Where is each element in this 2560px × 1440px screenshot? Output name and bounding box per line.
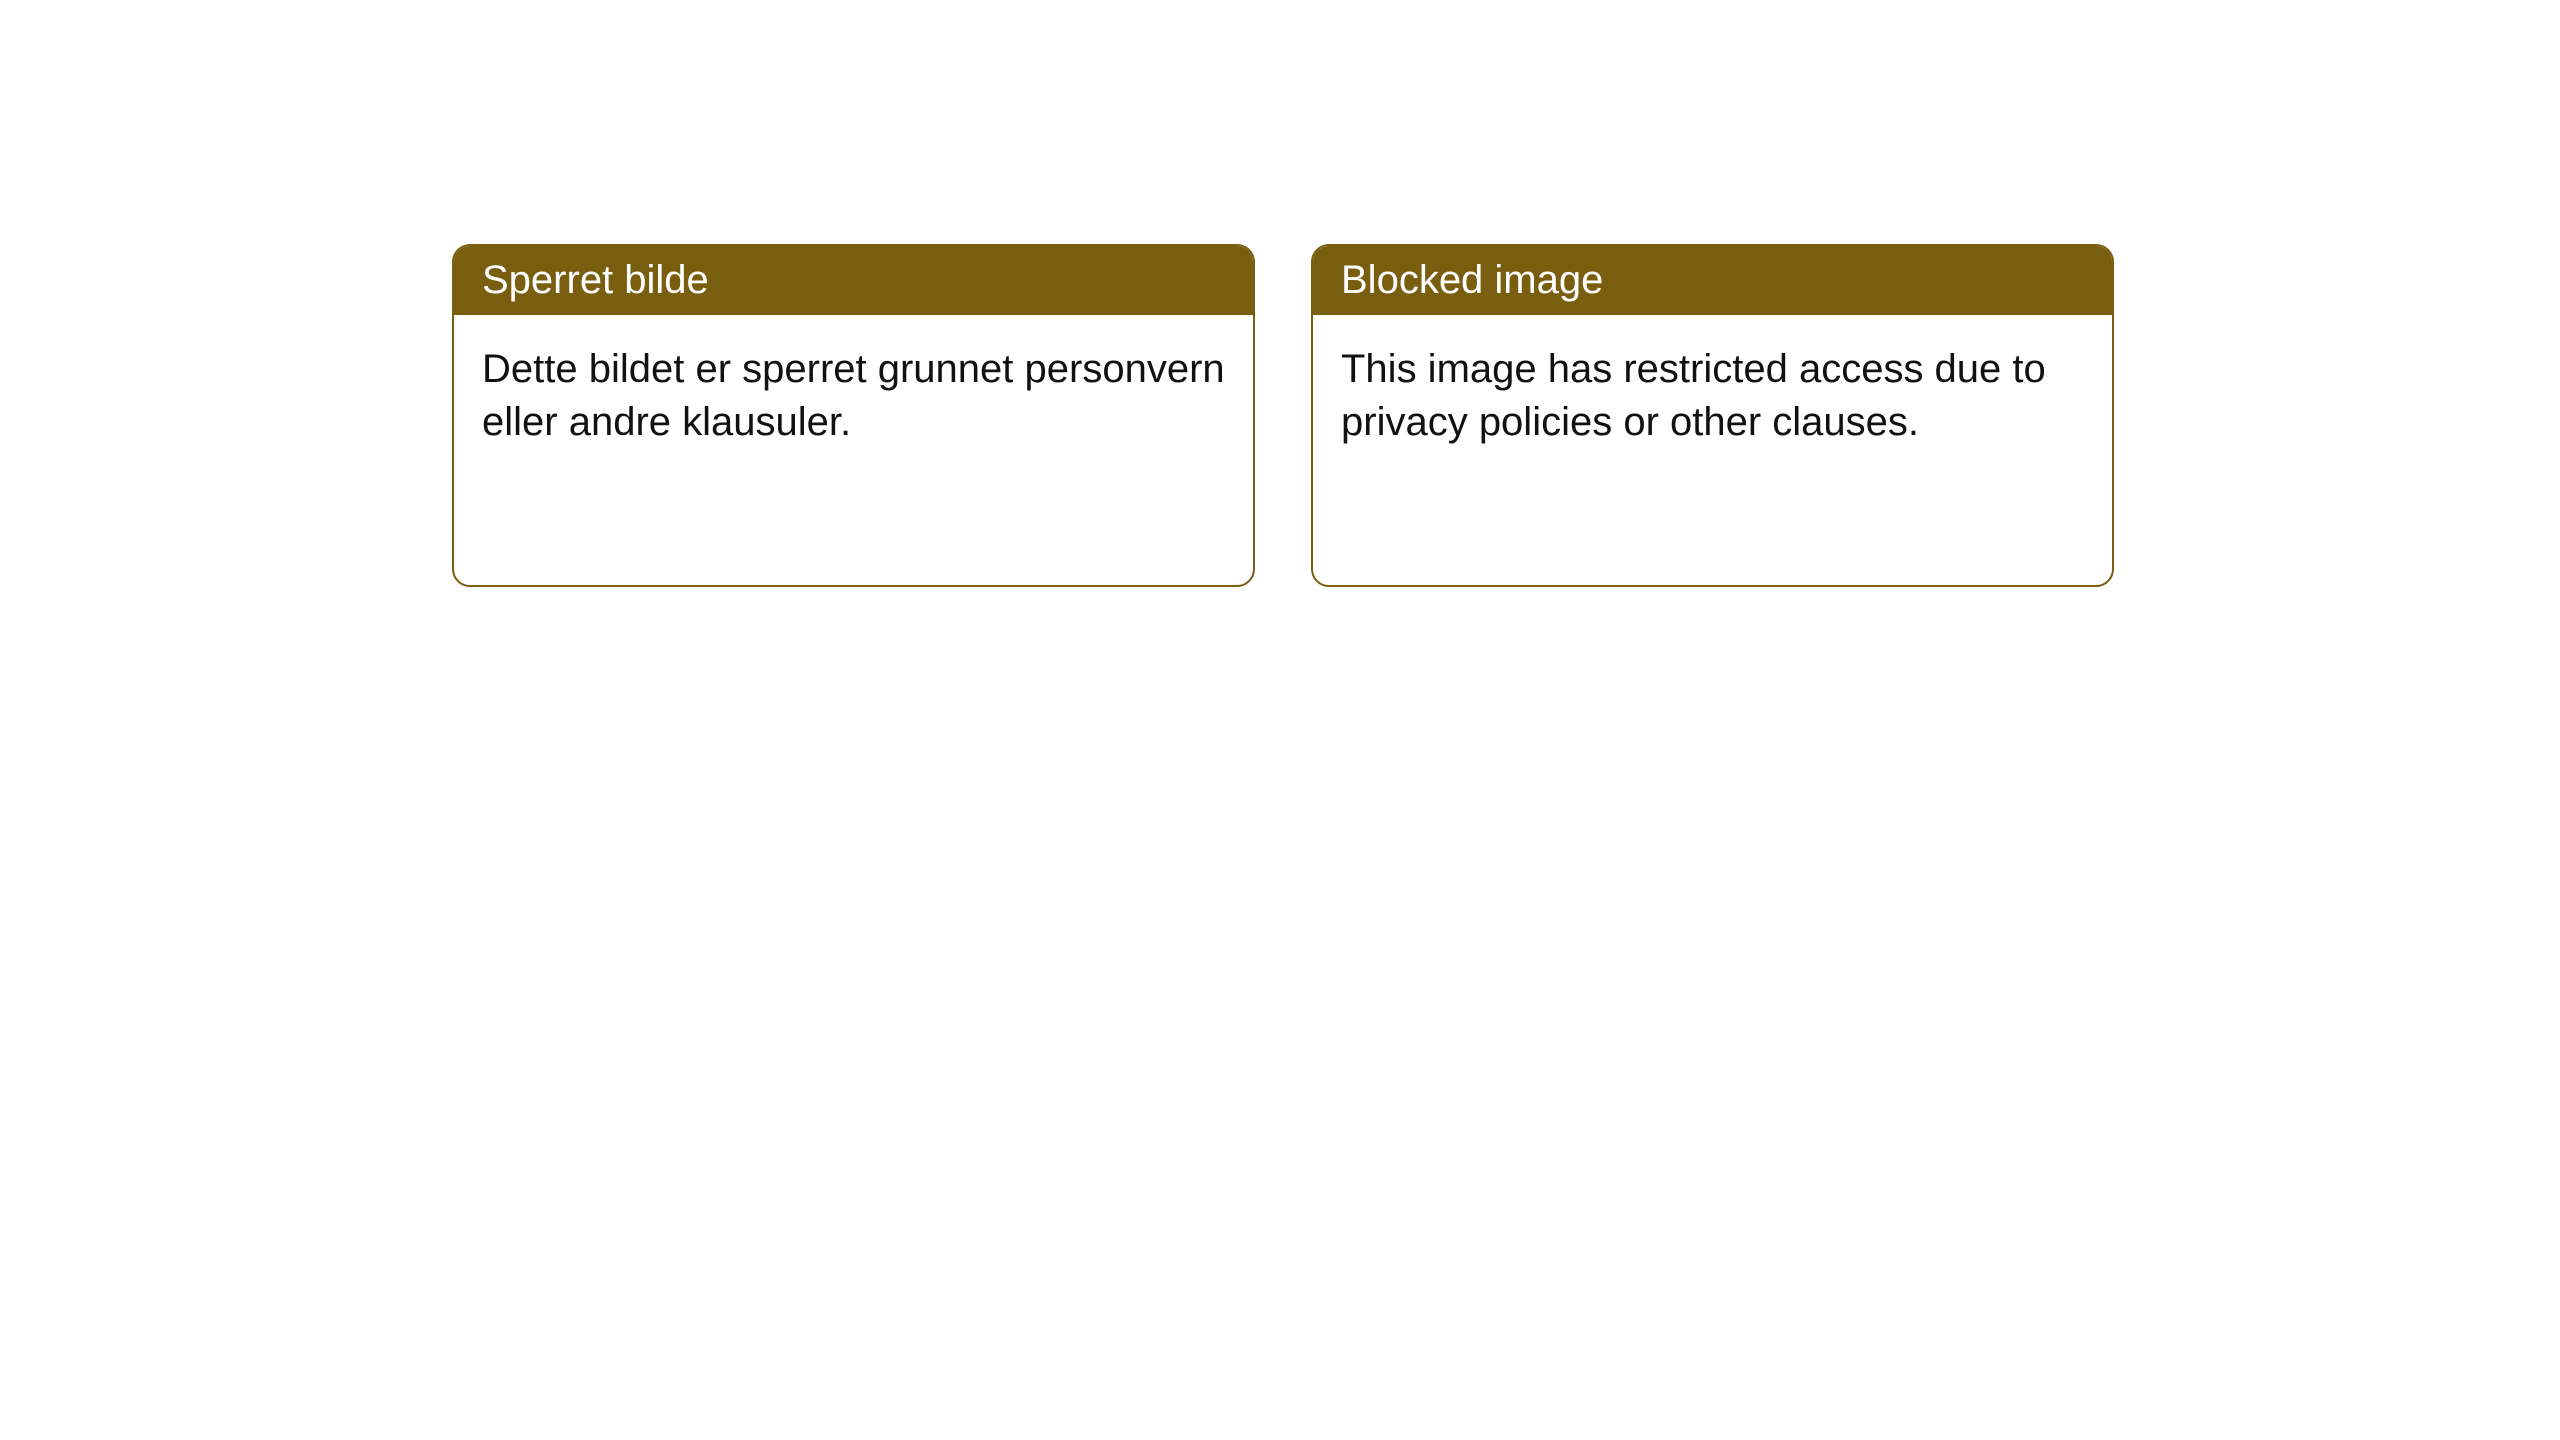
- notice-body: Dette bildet er sperret grunnet personve…: [454, 315, 1253, 585]
- notice-header: Sperret bilde: [454, 246, 1253, 315]
- notice-card-english: Blocked image This image has restricted …: [1311, 244, 2114, 587]
- notice-container: Sperret bilde Dette bildet er sperret gr…: [452, 244, 2114, 587]
- notice-card-norwegian: Sperret bilde Dette bildet er sperret gr…: [452, 244, 1255, 587]
- notice-header: Blocked image: [1313, 246, 2112, 315]
- notice-body: This image has restricted access due to …: [1313, 315, 2112, 585]
